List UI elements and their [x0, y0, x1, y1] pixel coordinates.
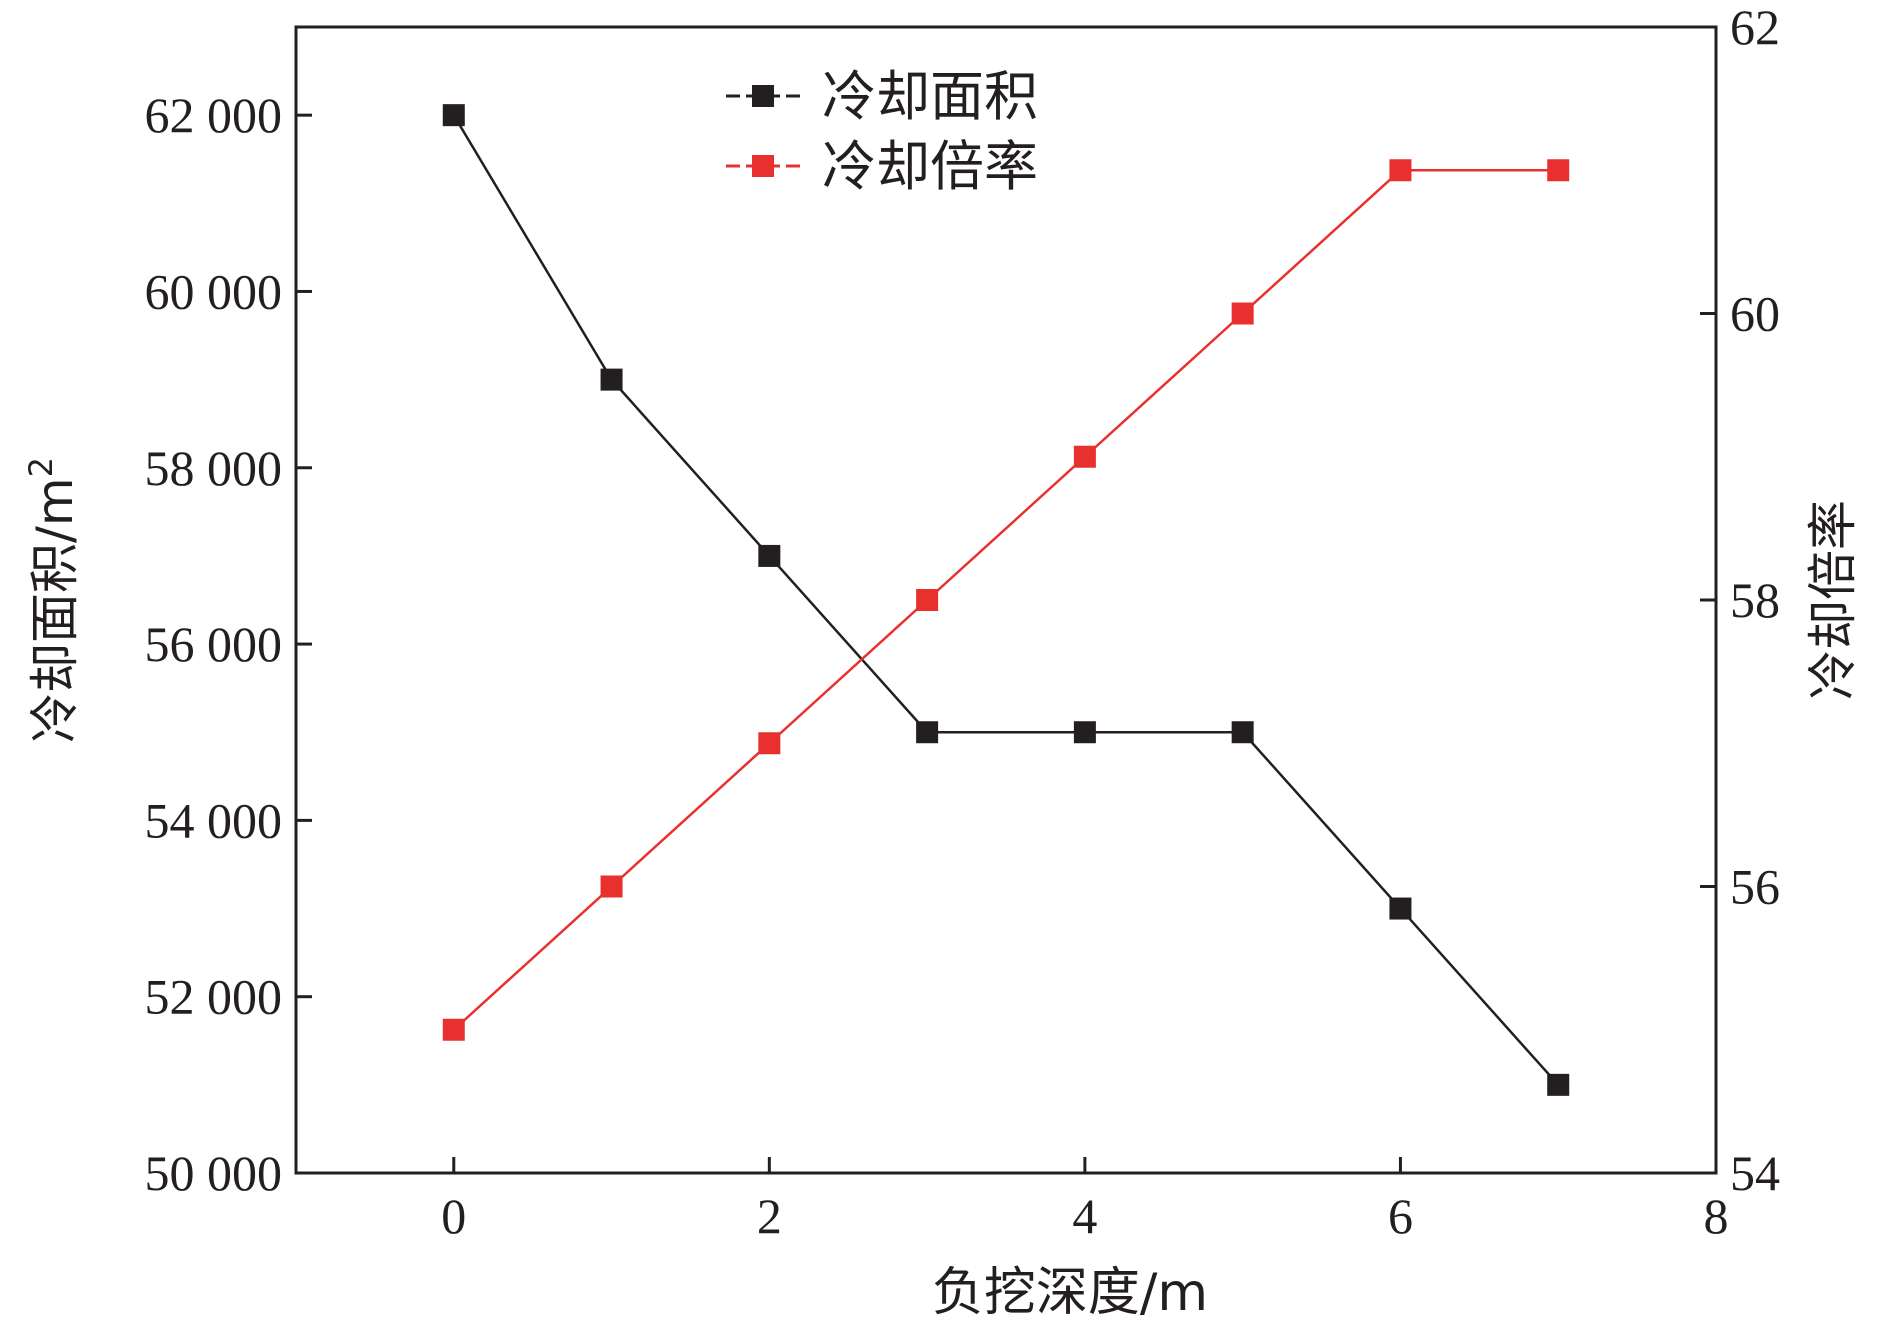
series-1-point	[442, 1018, 465, 1041]
x-tick-label: 2	[757, 1188, 782, 1244]
right-y-tick-label: 62	[1730, 0, 1780, 55]
right-y-tick-label: 56	[1730, 859, 1780, 915]
legend: 冷却面积 冷却倍率	[726, 65, 1038, 198]
series-layer	[442, 104, 1570, 1096]
right-y-tick-label: 54	[1730, 1145, 1780, 1201]
series-1-point	[600, 875, 623, 898]
series-1-point	[1389, 159, 1412, 182]
right-y-axis-ticks: 54 56 58 60 62	[1700, 0, 1780, 1201]
left-y-axis-title: 冷却面积/m2	[22, 457, 84, 743]
series-1-point	[916, 589, 939, 611]
x-tick-label: 0	[441, 1188, 466, 1244]
left-y-axis-title-superscript: 2	[22, 457, 60, 477]
right-y-tick-label: 58	[1730, 572, 1780, 628]
series-0-point	[758, 544, 781, 567]
x-tick-label: 6	[1388, 1188, 1413, 1244]
right-y-axis-title: 冷却倍率	[1804, 500, 1862, 700]
series-0-point	[1547, 1073, 1570, 1096]
left-y-tick-label: 54 000	[145, 792, 283, 848]
legend-marker-area	[752, 85, 774, 107]
legend-label-area: 冷却面积	[822, 65, 1038, 128]
series-0-point	[1073, 721, 1096, 744]
series-0-point	[442, 104, 465, 127]
x-tick-label: 4	[1072, 1188, 1097, 1244]
left-y-axis-ticks: 50 000 52 000 54 000 56 000 58 000 60 000 62 0…	[145, 87, 312, 1201]
series-1-point	[758, 732, 781, 755]
left-y-tick-label: 56 000	[145, 616, 283, 672]
left-y-tick-label: 52 000	[145, 969, 283, 1025]
x-axis-ticks: 0 2 4 6 8	[441, 1157, 1729, 1244]
left-y-tick-label: 50 000	[145, 1145, 283, 1201]
x-axis-title: 负挖深度/m	[932, 1263, 1208, 1323]
legend-label-ratio: 冷却倍率	[822, 135, 1038, 198]
legend-marker-ratio	[752, 155, 774, 177]
series-0-point	[600, 368, 623, 391]
series-line-1	[452, 169, 1559, 1031]
series-0-point	[1231, 721, 1254, 744]
series-1-point	[1547, 159, 1570, 182]
series-0-point	[916, 721, 939, 744]
series-0-point	[1389, 897, 1412, 920]
series-1-point	[1231, 302, 1254, 325]
right-y-tick-label: 60	[1730, 286, 1780, 342]
plot-frame	[294, 25, 1718, 1175]
series-line-0	[452, 114, 1560, 1086]
left-y-tick-label: 58 000	[145, 440, 283, 496]
x-tick-label: 8	[1704, 1188, 1729, 1244]
left-y-axis-title-text: 冷却面积/m	[26, 477, 84, 743]
series-1-point	[1073, 445, 1096, 468]
left-y-tick-label: 60 000	[145, 263, 283, 319]
left-y-tick-label: 62 000	[145, 87, 283, 143]
